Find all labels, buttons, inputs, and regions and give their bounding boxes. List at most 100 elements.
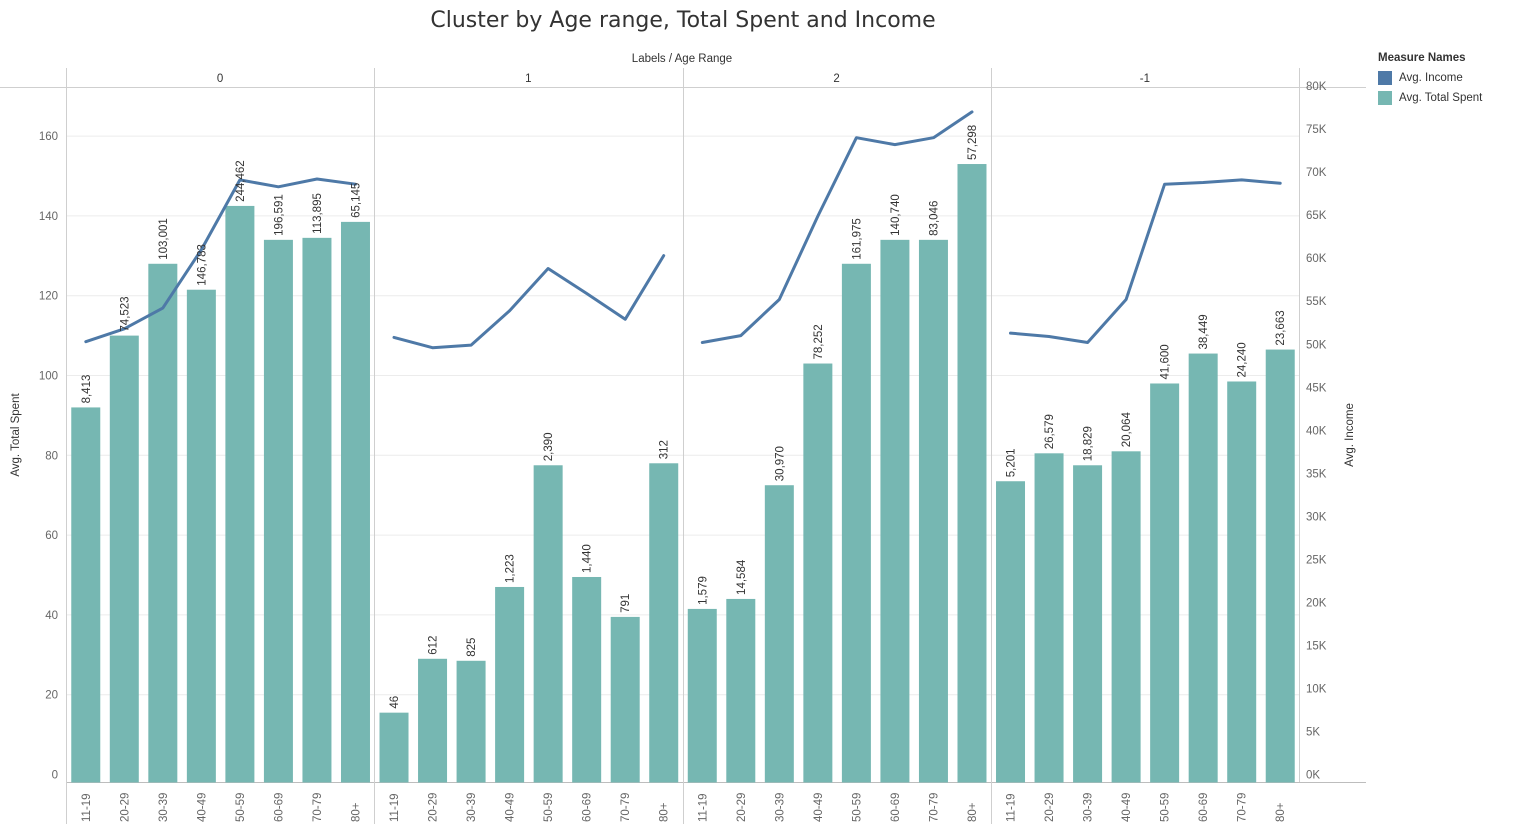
data-label: 196,591	[273, 194, 285, 236]
bars[interactable]	[71, 164, 1295, 783]
bar[interactable]	[225, 205, 255, 783]
x-tick-label: 80+	[967, 802, 979, 822]
x-tick-label: 80+	[659, 802, 671, 822]
right-tick-label: 45K	[1306, 382, 1327, 394]
panel-header-label: 1	[525, 73, 531, 85]
legend-title: Measure Names	[1378, 52, 1466, 64]
legend-item-income[interactable]: Avg. Income	[1378, 68, 1482, 88]
bar[interactable]	[495, 586, 525, 783]
right-tick-label: 50K	[1306, 339, 1327, 351]
income-line[interactable]	[700, 110, 974, 344]
left-tick-label: 0	[52, 770, 58, 782]
bar[interactable]	[918, 239, 948, 783]
x-tick-label: 60-69	[890, 793, 902, 822]
legend: Measure Names Avg. Income Avg. Total Spe…	[1378, 52, 1482, 108]
x-tick-label: 20-29	[119, 793, 131, 822]
bar[interactable]	[379, 712, 409, 783]
income-line[interactable]	[1009, 178, 1282, 344]
bar[interactable]	[533, 465, 563, 783]
bar[interactable]	[1073, 465, 1103, 783]
data-label: 113,895	[312, 193, 324, 234]
data-label: 78,252	[813, 324, 825, 359]
income-line[interactable]	[84, 177, 357, 344]
bar[interactable]	[726, 598, 756, 783]
right-tick-label: 70K	[1306, 167, 1327, 179]
x-tick-label: 80+	[350, 802, 362, 822]
bar[interactable]	[109, 335, 139, 783]
x-tick-label: 20-29	[428, 793, 440, 822]
bar[interactable]	[649, 463, 679, 783]
bar[interactable]	[340, 221, 370, 783]
right-tick-label: 75K	[1306, 124, 1327, 136]
right-tick-label: 15K	[1306, 640, 1327, 652]
x-tick-label: 40-49	[505, 793, 517, 822]
data-label: 83,046	[928, 201, 940, 236]
right-tick-label: 35K	[1306, 468, 1327, 480]
data-label: 26,579	[1044, 414, 1056, 449]
chart-title: Cluster by Age range, Total Spent and In…	[430, 8, 936, 33]
bar[interactable]	[841, 263, 871, 783]
bar[interactable]	[572, 576, 602, 783]
right-tick-label: 10K	[1306, 683, 1327, 695]
x-tick-label: 50-59	[235, 793, 247, 822]
x-tick-label: 40-49	[813, 793, 825, 822]
right-tick-label: 0K	[1306, 770, 1320, 782]
data-label: 244,462	[235, 160, 247, 202]
bar[interactable]	[880, 239, 910, 783]
bar[interactable]	[263, 239, 293, 783]
bar[interactable]	[1227, 381, 1257, 783]
left-tick-label: 40	[45, 610, 58, 622]
bar[interactable]	[302, 237, 332, 783]
bar[interactable]	[71, 407, 101, 783]
data-label: 2,390	[543, 432, 555, 461]
x-axis: 11-19 20-29 30-39 40-49 50-59 60-69 70-79 80+ 11…	[81, 793, 1287, 822]
bar[interactable]	[1150, 383, 1180, 783]
left-tick-label: 60	[45, 530, 58, 542]
bar[interactable]	[1111, 451, 1141, 783]
x-tick-label: 30-39	[774, 793, 786, 822]
header-label: Labels / Age Range	[632, 53, 732, 65]
bar[interactable]	[1034, 453, 1064, 783]
left-tick-label: 80	[45, 450, 58, 462]
data-label: 23,663	[1275, 310, 1287, 345]
bar[interactable]	[610, 616, 640, 783]
bar[interactable]	[996, 481, 1026, 783]
data-label: 65,145	[350, 183, 362, 218]
left-tick-label: 100	[39, 371, 58, 383]
bar[interactable]	[1265, 349, 1295, 783]
data-label: 46	[389, 696, 401, 709]
data-labels: 8,413 74,523 103,001 146,783 244,462 196,591 1…	[81, 125, 1287, 709]
data-label: 103,001	[158, 218, 170, 260]
x-tick-label: 11-19	[1006, 793, 1018, 822]
legend-item-total-spent[interactable]: Avg. Total Spent	[1378, 88, 1482, 108]
x-tick-label: 60-69	[1198, 793, 1210, 822]
data-label: 41,600	[1160, 344, 1172, 379]
x-tick-label: 60-69	[582, 793, 594, 822]
right-tick-label: 60K	[1306, 253, 1327, 265]
bar[interactable]	[803, 363, 833, 783]
right-tick-label: 65K	[1306, 210, 1327, 222]
income-lines[interactable]	[84, 110, 1282, 350]
data-label: 825	[466, 638, 478, 657]
panel-header-label: 0	[217, 73, 223, 85]
data-label: 24,240	[1237, 342, 1249, 377]
data-label: 38,449	[1198, 314, 1210, 349]
bar[interactable]	[687, 608, 717, 783]
x-tick-label: 70-79	[620, 793, 632, 822]
x-tick-label: 80+	[1275, 802, 1287, 822]
right-tick-label: 20K	[1306, 597, 1327, 609]
x-tick-label: 50-59	[1160, 793, 1172, 822]
bar[interactable]	[418, 658, 448, 783]
x-tick-label: 50-59	[543, 793, 555, 822]
data-label: 146,783	[196, 244, 208, 286]
data-label: 8,413	[81, 375, 93, 404]
bar[interactable]	[1188, 353, 1218, 783]
bar[interactable]	[186, 289, 216, 783]
panel-header-label: 2	[833, 73, 839, 85]
bar[interactable]	[764, 485, 794, 783]
income-line[interactable]	[392, 254, 666, 350]
bar[interactable]	[148, 263, 178, 783]
bar[interactable]	[957, 164, 987, 783]
bar[interactable]	[456, 660, 486, 783]
